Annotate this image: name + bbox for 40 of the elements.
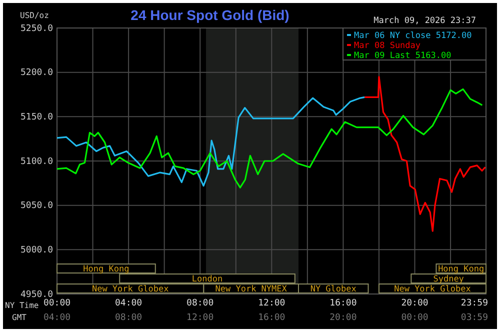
text: 08:00 <box>115 313 142 323</box>
x-tick-label: 20:00 <box>401 298 428 308</box>
text: March 09, 2026 23:37 <box>374 16 476 26</box>
line-series <box>56 96 366 187</box>
x-tick-label: 04:00 <box>115 298 142 308</box>
text: 03:59 <box>460 313 488 323</box>
text: 00:00 <box>401 313 428 323</box>
y-tick-label: 5250.0 <box>20 24 53 34</box>
text: 04:00 <box>43 313 71 323</box>
annotation: NY Globex <box>310 284 356 294</box>
legend-label: Mar 09 Last 5163.00 <box>354 51 452 61</box>
y-tick-label: 5150.0 <box>20 112 53 123</box>
chart-title: 24 Hour Spot Gold (Bid) <box>130 7 290 23</box>
annotation: New York Globex <box>92 284 169 294</box>
x-tick-label: 12:00 <box>258 298 286 308</box>
y-tick-label: 4950.0 <box>20 290 53 300</box>
annotation: Hong Kong <box>438 264 484 274</box>
y-tick-label: 5200.0 <box>20 68 53 78</box>
y-tick-label: 5000.0 <box>20 246 53 256</box>
annotation: New York NYMEX <box>215 284 288 294</box>
annotation: Sydney <box>433 274 464 284</box>
x-tick-label: 16:00 <box>330 298 357 308</box>
y-axis-title: USD/oz <box>20 11 50 20</box>
text: 16:00 <box>258 313 286 323</box>
annotation: New York Globex <box>394 284 471 294</box>
annotation: Hong Kong <box>83 264 130 274</box>
annotation: London <box>192 274 223 284</box>
text: GMT <box>12 313 27 322</box>
x-tick-label: 08:00 <box>186 298 214 308</box>
legend-label: Mar 06 NY close 5172.00 <box>354 31 472 41</box>
legend-label: Mar 08 Sunday <box>354 41 421 51</box>
text: 12:00 <box>186 313 214 323</box>
text: 20:00 <box>330 313 357 323</box>
y-tick-label: 5050.0 <box>20 201 53 212</box>
line-series <box>56 88 483 188</box>
line-series <box>364 76 486 232</box>
y-tick-label: 5100.0 <box>20 156 53 167</box>
x-tick-label: 23:59 <box>460 298 488 308</box>
x-tick-label: 00:00 <box>43 298 71 308</box>
x-axis-title: NY Time <box>5 301 39 310</box>
